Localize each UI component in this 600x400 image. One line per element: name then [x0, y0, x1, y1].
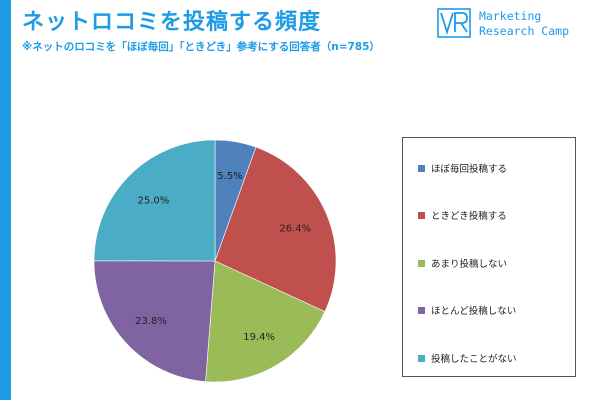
- legend-label-5: 投稿したことがない: [431, 354, 517, 365]
- legend-label-3: あまり投稿しない: [431, 259, 508, 270]
- legend-item-3: あまり投稿しない: [418, 256, 507, 270]
- legend-label-1: ほぼ毎回投稿する: [431, 164, 508, 175]
- legend-label-4: ほとんど投稿しない: [431, 306, 517, 317]
- chart-legend: ほぼ毎回投稿する ときどき投稿する あまり投稿しない ほとんど投稿しない 投稿したことが…: [402, 137, 576, 377]
- slice-value-label-2: 26.4%: [279, 223, 311, 234]
- legend-swatch-5: [418, 354, 425, 362]
- slice-value-label-4: 23.8%: [135, 316, 167, 327]
- left-accent-bar: [0, 0, 11, 400]
- legend-swatch-4: [418, 306, 425, 314]
- pie-slice-3: [205, 260, 326, 383]
- legend-item-1: ほぼ毎回投稿する: [418, 161, 507, 175]
- page-title: ネットロコミを投稿する頻度: [22, 10, 322, 35]
- pie-slice-4: [93, 260, 216, 382]
- pie-slice-5: [93, 139, 216, 262]
- legend-item-4: ほとんど投稿しない: [418, 303, 516, 317]
- slice-value-label-3: 19.4%: [243, 332, 275, 343]
- page-subtitle: ※ネットのロコミを「ほぼ毎回」「ときどき」参考にする回答者（n=785）: [22, 41, 380, 53]
- legend-swatch-1: [418, 164, 425, 172]
- legend-swatch-3: [418, 259, 425, 267]
- vr-logo-icon: [437, 8, 471, 38]
- legend-swatch-2: [418, 211, 425, 219]
- slice-value-label-5: 25.0%: [138, 195, 170, 206]
- logo-text: Marketing Research Camp: [479, 9, 569, 39]
- legend-item-2: ときどき投稿する: [418, 208, 507, 222]
- legend-label-2: ときどき投稿する: [431, 211, 507, 222]
- pie-slice-2: [214, 146, 337, 313]
- slice-value-label-1: 5.5%: [217, 171, 242, 182]
- brand-logo: Marketing Research Camp: [437, 8, 587, 42]
- legend-item-5: 投稿したことがない: [418, 351, 517, 365]
- logo-line-2: Research Camp: [479, 24, 570, 38]
- logo-line-1: Marketing: [479, 9, 542, 23]
